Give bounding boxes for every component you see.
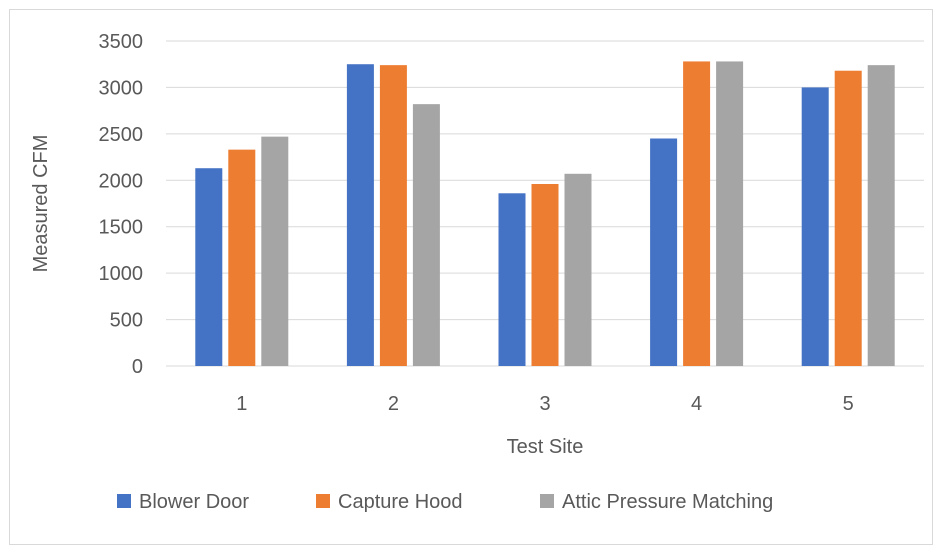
bar-attic-pressure-matching <box>261 136 289 366</box>
y-tick-label: 1000 <box>99 263 144 285</box>
bars <box>195 61 895 367</box>
legend-swatch <box>540 494 554 508</box>
y-tick-labels: 0 500 1000 1500 2000 2500 3000 3500 <box>99 31 144 378</box>
bar-blower-door <box>650 138 678 366</box>
x-tick-label: 1 <box>236 393 247 415</box>
bar-capture-hood <box>531 184 559 366</box>
bar-attic-pressure-matching <box>564 173 592 366</box>
legend-swatch <box>316 494 330 508</box>
y-tick-label: 3500 <box>99 31 144 53</box>
y-tick-label: 2000 <box>99 170 144 192</box>
gridlines <box>166 40 924 367</box>
legend-label: Attic Pressure Matching <box>562 491 773 513</box>
chart-frame <box>9 9 933 545</box>
legend-label: Blower Door <box>139 491 249 513</box>
bar-capture-hood <box>834 70 862 366</box>
bar-attic-pressure-matching <box>867 65 895 367</box>
legend-label: Capture Hood <box>338 491 463 513</box>
x-tick-labels: 1 2 3 4 5 <box>236 393 854 415</box>
bar-blower-door <box>346 64 374 366</box>
y-tick-label: 0 <box>132 356 143 378</box>
y-tick-label: 500 <box>110 310 143 332</box>
y-axis-title: Measured CFM <box>30 135 52 273</box>
legend-swatch <box>117 494 131 508</box>
bar-attic-pressure-matching <box>412 104 440 367</box>
x-tick-label: 4 <box>691 393 702 415</box>
legend: Blower Door Capture Hood Attic Pressure Ma… <box>117 491 773 513</box>
y-tick-label: 3000 <box>99 77 144 99</box>
bar-blower-door <box>195 168 223 366</box>
bar-capture-hood <box>228 149 256 366</box>
bar-capture-hood <box>683 61 711 367</box>
x-tick-label: 3 <box>539 393 550 415</box>
x-tick-label: 5 <box>843 393 854 415</box>
bar-blower-door <box>801 87 829 366</box>
bar-attic-pressure-matching <box>716 61 744 367</box>
x-tick-label: 2 <box>388 393 399 415</box>
bar-blower-door <box>498 193 526 366</box>
y-tick-label: 1500 <box>99 217 144 239</box>
x-axis-title: Test Site <box>507 436 584 458</box>
y-tick-label: 2500 <box>99 124 144 146</box>
bar-capture-hood <box>379 65 407 367</box>
